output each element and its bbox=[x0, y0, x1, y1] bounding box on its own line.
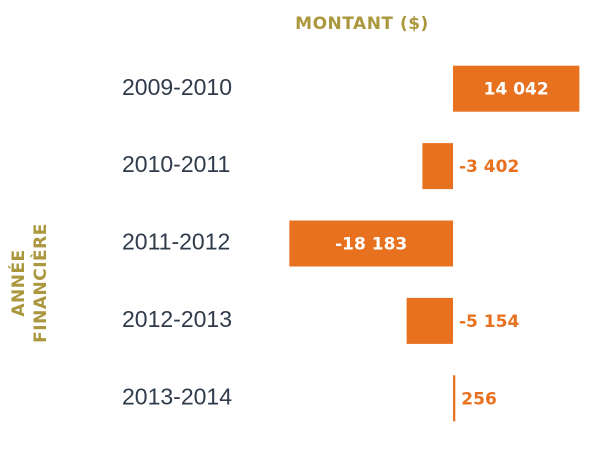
bar bbox=[422, 143, 453, 190]
y-axis-title-line: ANNÉE bbox=[7, 249, 29, 316]
y-tick-label: 2009-2010 bbox=[122, 74, 232, 100]
x-axis-title: MONTANT ($) bbox=[295, 14, 429, 34]
y-tick-label: 2010-2011 bbox=[122, 151, 230, 177]
value-label: -3 402 bbox=[459, 157, 519, 177]
bar bbox=[289, 220, 453, 267]
value-label: 14 042 bbox=[484, 80, 549, 100]
value-label: 256 bbox=[461, 389, 497, 409]
y-tick-label: 2012-2013 bbox=[122, 306, 232, 332]
y-tick-label: 2013-2014 bbox=[122, 383, 232, 409]
bar bbox=[453, 375, 456, 422]
value-label: -18 183 bbox=[335, 235, 407, 255]
y-tick-label: 2011-2012 bbox=[122, 229, 230, 255]
bar bbox=[406, 297, 453, 344]
value-label: -5 154 bbox=[459, 312, 519, 332]
y-axis-title-line: FINANCIÈRE bbox=[29, 223, 51, 343]
bar bbox=[453, 65, 580, 112]
y-axis-title: ANNÉE FINANCIÈRE bbox=[7, 223, 51, 343]
